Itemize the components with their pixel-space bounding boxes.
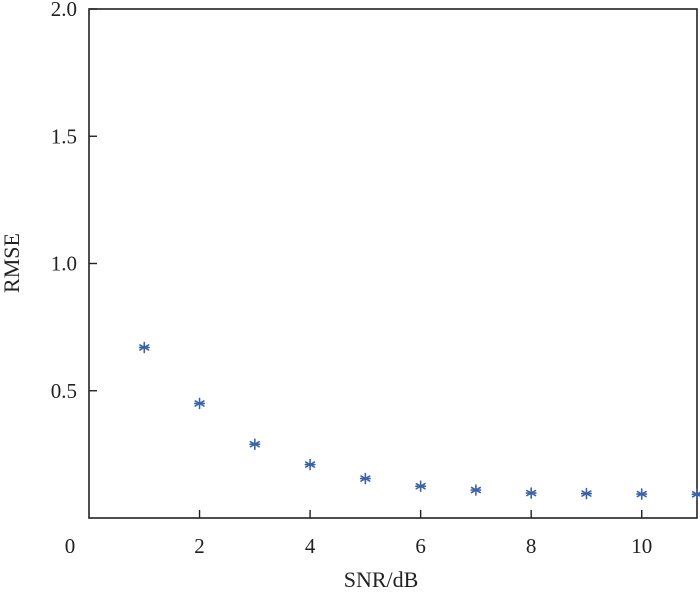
data-point bbox=[470, 484, 482, 496]
data-point bbox=[249, 438, 261, 450]
origin-tick-label: 0 bbox=[65, 534, 76, 558]
data-point bbox=[636, 488, 648, 500]
y-tick-label: 2.0 bbox=[51, 0, 77, 21]
y-tick-label: 0.5 bbox=[51, 379, 77, 403]
y-tick-label: 1.0 bbox=[51, 252, 77, 276]
y-axis-ticks: 0.5 1.0 1.5 2.0 bbox=[51, 0, 97, 403]
data-point bbox=[580, 487, 593, 500]
data-point bbox=[359, 472, 371, 485]
x-tick-label: 2 bbox=[194, 534, 205, 558]
data-point bbox=[691, 488, 700, 501]
data-point bbox=[304, 458, 316, 471]
y-tick-label: 1.5 bbox=[51, 124, 77, 148]
data-point bbox=[525, 487, 537, 499]
plot-frame bbox=[88, 8, 698, 519]
data-point bbox=[138, 341, 150, 354]
y-axis-label: RMSE bbox=[0, 233, 24, 293]
data-points bbox=[138, 341, 700, 501]
x-tick-label: 10 bbox=[631, 534, 652, 558]
data-point bbox=[193, 397, 206, 410]
x-axis-ticks: 2 4 6 8 10 bbox=[194, 510, 652, 558]
x-tick-label: 4 bbox=[305, 534, 316, 558]
x-tick-label: 6 bbox=[415, 534, 426, 558]
x-axis-label: SNR/dB bbox=[344, 567, 419, 592]
x-tick-label: 8 bbox=[526, 534, 537, 558]
data-point bbox=[415, 480, 427, 492]
